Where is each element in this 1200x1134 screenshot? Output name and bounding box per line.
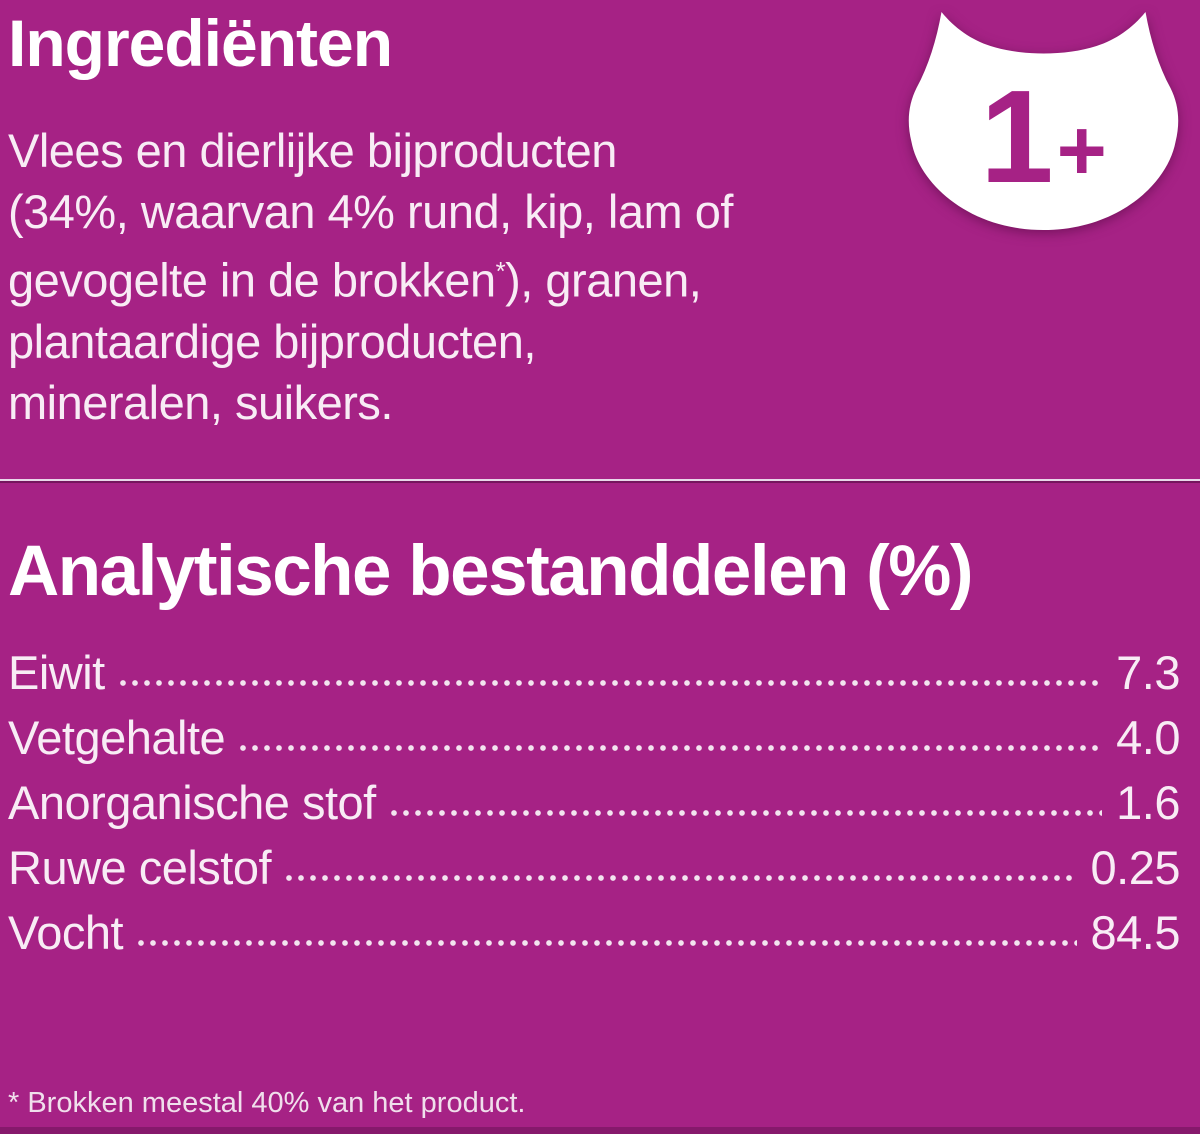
age-badge-label: 1 + bbox=[902, 6, 1185, 234]
row-label: Vocht bbox=[8, 905, 124, 959]
row-value: 7.3 bbox=[1116, 645, 1180, 699]
age-number: 1 bbox=[980, 63, 1054, 210]
ingredients-line: plantaardige bijproducten, bbox=[8, 314, 536, 368]
table-row: Vocht 84.5 bbox=[8, 905, 1181, 970]
table-row: Vetgehalte 4.0 bbox=[8, 710, 1180, 775]
ingredients-line: Vlees en dierlijke bijproducten bbox=[8, 123, 617, 177]
row-label: Vetgehalte bbox=[8, 710, 226, 764]
row-value: 1.6 bbox=[1116, 775, 1180, 829]
dot-leader bbox=[283, 871, 1077, 884]
table-row: Ruwe celstof 0.25 bbox=[8, 840, 1181, 905]
footnote: * Brokken meestal 40% van het product. bbox=[8, 1087, 526, 1119]
ingredients-text: Vlees en dierlijke bijproducten (34%, wa… bbox=[8, 120, 848, 433]
analytical-title: Analytische bestanddelen (%) bbox=[8, 531, 974, 611]
bottom-edge-strip bbox=[0, 1127, 1200, 1134]
ingredients-title: Ingrediënten bbox=[8, 6, 393, 80]
cat-head-icon bbox=[908, 12, 1179, 230]
row-value: 0.25 bbox=[1090, 840, 1181, 894]
ingredients-line: gevogelte in de brokken*), granen, bbox=[8, 253, 702, 307]
dot-leader bbox=[387, 806, 1103, 819]
age-badge: 1 + bbox=[902, 6, 1185, 234]
dot-leader bbox=[116, 676, 1103, 689]
dot-leader bbox=[237, 741, 1103, 754]
row-label: Anorganische stof bbox=[8, 775, 376, 829]
row-label: Ruwe celstof bbox=[8, 840, 272, 894]
label-panel: Ingrediënten Vlees en dierlijke bijprodu… bbox=[0, 6, 1200, 970]
dot-leader bbox=[135, 936, 1077, 949]
ingredients-line: (34%, waarvan 4% rund, kip, lam of bbox=[8, 184, 733, 238]
row-label: Eiwit bbox=[8, 645, 105, 699]
row-value: 4.0 bbox=[1116, 710, 1180, 764]
row-value: 84.5 bbox=[1090, 905, 1181, 959]
analytical-table: Eiwit 7.3 Vetgehalte 4.0 Anorganische st… bbox=[8, 645, 1181, 970]
section-divider bbox=[0, 478, 1200, 481]
table-row: Eiwit 7.3 bbox=[8, 645, 1180, 710]
plus-sign: + bbox=[1056, 103, 1107, 199]
footnote-asterisk: * bbox=[495, 257, 506, 286]
ingredients-line: mineralen, suikers. bbox=[8, 375, 393, 429]
table-row: Anorganische stof 1.6 bbox=[8, 775, 1180, 840]
